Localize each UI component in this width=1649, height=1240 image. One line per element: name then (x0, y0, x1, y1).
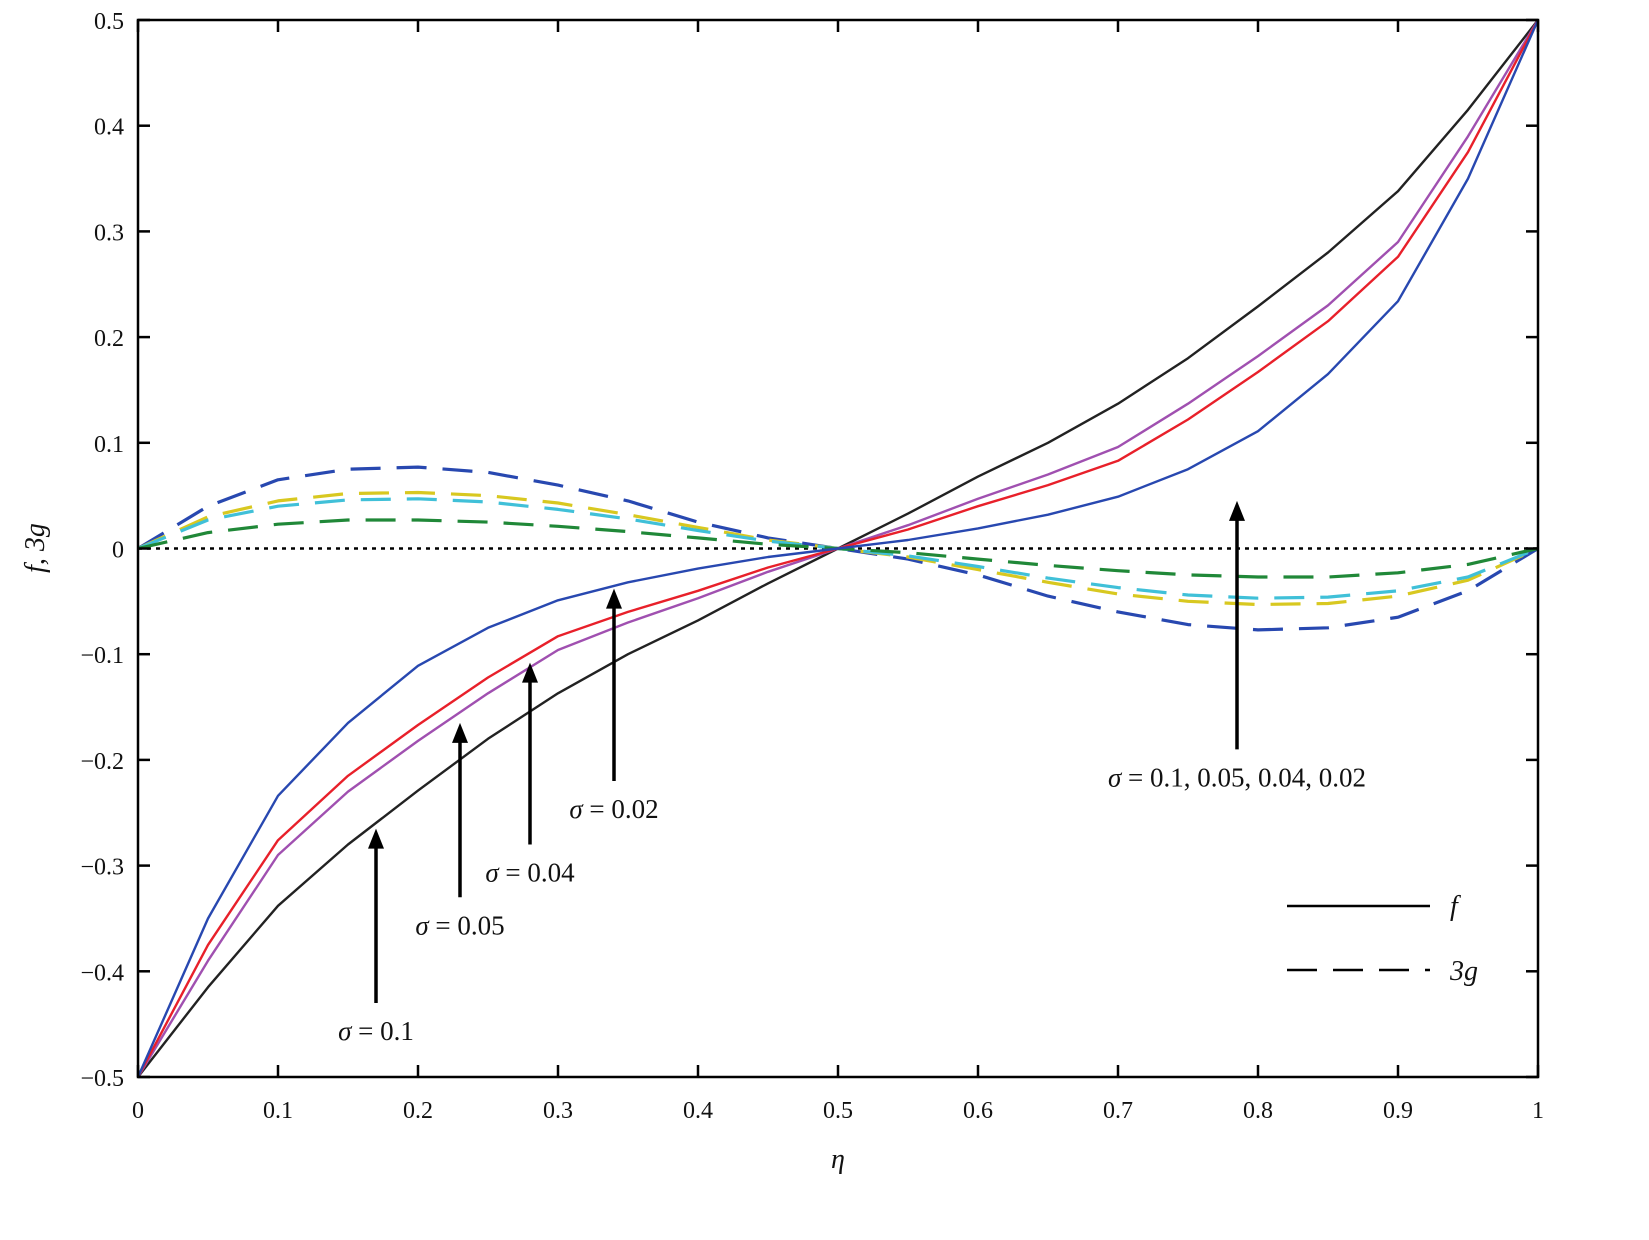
legend: f 3g (1287, 891, 1478, 987)
x-tick-label: 0.6 (963, 1098, 993, 1124)
y-tick-label: −0.4 (80, 960, 124, 986)
y-tick-label: −0.1 (80, 643, 124, 669)
y-axis-label: f, 3g (20, 523, 51, 573)
x-tick-label: 0.9 (1383, 1098, 1413, 1124)
x-axis-label: η (831, 1144, 845, 1175)
legend-label-3g: 3g (1449, 956, 1478, 987)
y-tick-label: 0.1 (94, 432, 124, 458)
y-tick-label: 0.2 (94, 326, 124, 352)
x-tick-label: 0 (132, 1098, 144, 1124)
x-tick-label: 0.7 (1103, 1098, 1133, 1124)
series-3g-line-4 (137, 465, 1539, 632)
x-tick-label: 0.4 (683, 1098, 713, 1124)
annotation-arrowhead-icon (522, 662, 538, 683)
x-tick-label: 0.1 (263, 1098, 293, 1124)
x-tick-label: 1 (1532, 1098, 1544, 1124)
annotation-label: σ = 0.05 (415, 910, 504, 940)
annotation-label: σ = 0.1, 0.05, 0.04, 0.02 (1108, 762, 1366, 792)
annotation-label: σ = 0.04 (485, 857, 575, 887)
annotations: σ = 0.1 σ = 0.05 σ = 0.04 σ = 0.02 σ = 0.1, … (338, 500, 1366, 1046)
annotation-arrowhead-icon (368, 828, 384, 849)
y-tick-label: 0.3 (94, 220, 124, 246)
annotation-arrowhead-icon (606, 588, 622, 609)
y-tick-label: −0.5 (80, 1066, 124, 1092)
series-f-line-3 (136, 19, 1540, 1078)
y-tick-label: −0.3 (80, 855, 124, 881)
y-tick-label: 0 (112, 538, 124, 564)
annotation-label: σ = 0.1 (338, 1016, 414, 1046)
plot-marks (136, 19, 1540, 1078)
axis-ticks: 0 0.1 0.2 0.3 0.4 0.5 0.6 0.7 0.8 0.9 1 0.5 0.4 0.3 0.… (80, 9, 1544, 1124)
legend-label-f: f (1450, 891, 1461, 922)
y-tick-label: 0.4 (94, 115, 124, 141)
annotation-label: σ = 0.02 (569, 794, 658, 824)
x-tick-label: 0.8 (1243, 1098, 1273, 1124)
x-tick-label: 0.5 (823, 1098, 853, 1124)
y-tick-label: −0.2 (80, 749, 124, 775)
x-tick-label: 0.2 (403, 1098, 433, 1124)
annotation-arrowhead-icon (1229, 500, 1245, 521)
x-tick-label: 0.3 (543, 1098, 573, 1124)
annotation-arrowhead-icon (452, 722, 468, 743)
y-tick-label: 0.5 (94, 9, 124, 35)
